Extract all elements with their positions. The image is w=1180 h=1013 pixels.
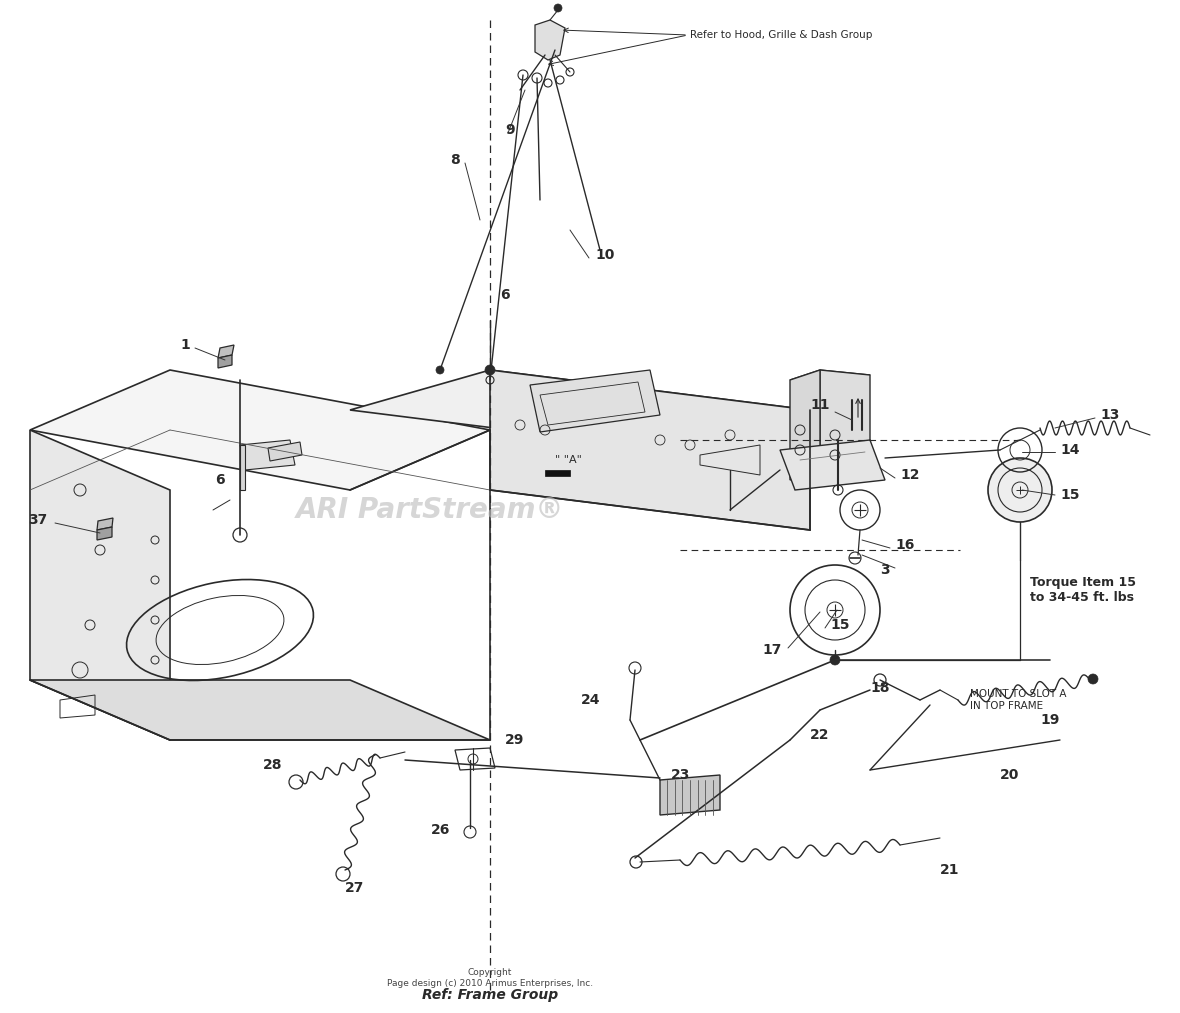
Text: 10: 10: [595, 248, 615, 262]
Text: 24: 24: [581, 693, 599, 707]
Polygon shape: [30, 430, 170, 741]
Polygon shape: [535, 20, 565, 60]
Text: 6: 6: [500, 288, 510, 302]
Polygon shape: [350, 370, 809, 450]
Text: 13: 13: [1100, 408, 1120, 422]
Polygon shape: [490, 370, 809, 530]
Text: 18: 18: [871, 681, 890, 695]
Circle shape: [830, 655, 840, 665]
Circle shape: [485, 365, 494, 375]
Text: 6: 6: [216, 473, 225, 487]
Text: ARI PartStream®: ARI PartStream®: [296, 496, 564, 524]
Circle shape: [988, 458, 1053, 522]
Text: 37: 37: [28, 513, 47, 527]
Text: 15: 15: [1060, 488, 1080, 502]
Text: 9: 9: [505, 123, 514, 137]
Text: 12: 12: [900, 468, 919, 482]
Polygon shape: [789, 370, 820, 480]
Text: 14: 14: [1060, 443, 1080, 457]
Text: 29: 29: [505, 733, 524, 747]
Polygon shape: [30, 370, 490, 490]
Text: Copyright
Page design (c) 2010 Arimus Enterprises, Inc.: Copyright Page design (c) 2010 Arimus En…: [387, 968, 594, 988]
Polygon shape: [30, 680, 490, 741]
Circle shape: [553, 4, 562, 12]
Text: Refer to Hood, Grille & Dash Group: Refer to Hood, Grille & Dash Group: [690, 30, 872, 40]
Text: 3: 3: [880, 563, 890, 577]
Polygon shape: [820, 370, 870, 475]
Text: 21: 21: [940, 863, 959, 877]
Circle shape: [1088, 674, 1099, 684]
Text: 19: 19: [1040, 713, 1060, 727]
Polygon shape: [268, 442, 302, 461]
Polygon shape: [97, 527, 112, 540]
Text: 27: 27: [346, 881, 365, 895]
Text: 20: 20: [999, 768, 1020, 782]
Text: 26: 26: [431, 823, 450, 837]
Text: 22: 22: [809, 728, 830, 742]
Polygon shape: [97, 518, 113, 530]
Polygon shape: [545, 470, 570, 476]
Text: 23: 23: [670, 768, 690, 782]
Polygon shape: [780, 440, 885, 490]
Text: Torque Item 15
to 34-45 ft. lbs: Torque Item 15 to 34-45 ft. lbs: [1030, 576, 1136, 604]
Polygon shape: [218, 345, 234, 358]
Text: 17: 17: [762, 643, 782, 657]
Polygon shape: [530, 370, 660, 432]
Text: MOUNT TO SLOT A
IN TOP FRAME: MOUNT TO SLOT A IN TOP FRAME: [970, 689, 1067, 711]
Polygon shape: [789, 370, 870, 385]
Polygon shape: [218, 355, 232, 368]
Text: 1: 1: [181, 338, 190, 352]
Polygon shape: [660, 775, 720, 815]
Text: 8: 8: [451, 153, 460, 167]
Polygon shape: [240, 440, 295, 470]
Text: Ref: Frame Group: Ref: Frame Group: [422, 988, 558, 1002]
Polygon shape: [240, 445, 245, 490]
Text: 28: 28: [262, 758, 282, 772]
Circle shape: [435, 366, 444, 374]
Text: 15: 15: [830, 618, 850, 632]
Text: 16: 16: [894, 538, 915, 552]
Text: 11: 11: [811, 398, 830, 412]
Text: " "A": " "A": [555, 455, 582, 465]
